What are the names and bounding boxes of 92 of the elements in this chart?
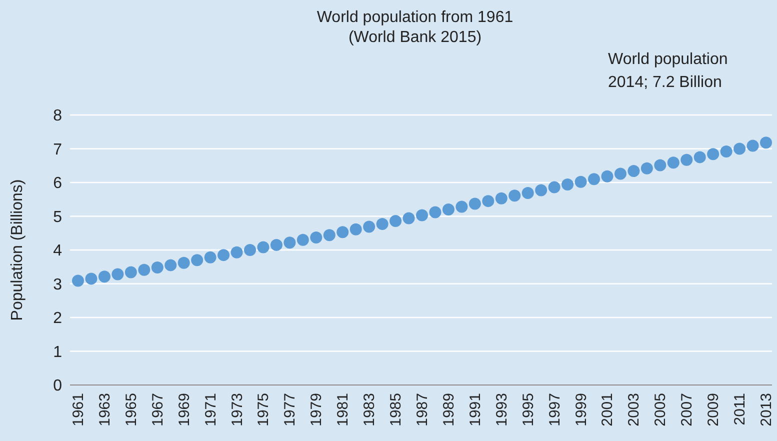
point [336,226,349,238]
y-tick-label: 1 [53,344,62,361]
point [588,173,600,186]
x-tick-label: 1997 [546,393,564,426]
point [442,204,454,216]
point [522,186,534,199]
x-tick-label: 1981 [334,393,352,426]
x-tick-label: 2001 [599,393,616,426]
point [416,209,428,222]
y-axis-title: Population (Billions) [9,179,26,321]
point [244,244,256,256]
point [72,274,84,287]
point [112,268,124,280]
point [760,136,772,149]
point [402,212,415,224]
point [230,246,243,258]
x-tick-label: 1965 [122,393,140,426]
x-tick-label: 1991 [466,393,484,426]
x-tick-label: 1989 [440,393,458,426]
point [601,170,614,182]
text: World population 2014; 7.2 Billion [608,51,728,91]
point [574,176,587,188]
point [495,192,508,204]
point [218,249,230,262]
point [376,218,388,230]
point [746,140,759,152]
y-tick-label: 0 [53,378,62,395]
point [680,154,693,166]
x-tick-label: 2005 [652,393,670,426]
point [178,256,190,269]
x-tick-label: 1975 [255,393,272,426]
y-tick-label: 5 [53,208,62,226]
point [151,262,164,274]
point [468,198,481,210]
x-tick-label: 1977 [282,393,299,426]
point [310,232,322,244]
x-tick-label: 1995 [520,393,537,426]
point [535,184,548,196]
point [191,254,204,266]
point [508,190,521,202]
x-tick-label: 1987 [414,393,431,426]
y-tick-label: 4 [53,242,62,260]
point [562,178,574,191]
point [257,241,270,254]
y-tick-label: 6 [53,175,62,192]
x-tick-label: 2003 [626,393,643,426]
x-tick-label: 1969 [176,393,193,426]
x-tick-label: 1993 [493,393,510,426]
point [548,181,560,194]
y-tick-label: 3 [53,276,62,294]
point [614,168,626,180]
x-tick-label: 1999 [572,393,590,426]
x-tick-label: 1961 [70,393,87,426]
y-tick-label: 8 [53,108,62,125]
y-tick-label: 7 [53,141,62,158]
point [138,264,150,276]
point [323,229,336,242]
point [707,148,720,160]
chart-title: World population from 1961 (World Bank 2015) [316,9,514,46]
point [640,162,653,174]
x-tick-label: 1973 [228,393,246,426]
point [164,259,177,272]
point [390,214,402,227]
point [429,206,442,218]
point [204,251,216,264]
point [667,156,680,169]
point [482,195,494,208]
point [628,165,640,178]
x-tick-label: 2011 [732,393,749,426]
x-tick-label: 1983 [361,393,378,426]
point [284,236,296,249]
point [456,200,468,213]
x-tick-label: 1985 [388,393,405,426]
point [734,142,746,155]
x-tick-label: 1963 [96,393,114,426]
point [350,223,362,236]
point [654,159,666,172]
point [363,220,376,233]
point [85,272,98,285]
x-tick-label: 2007 [678,393,696,426]
x-tick-label: 2013 [758,393,775,426]
y-tick-label: 2 [53,310,62,328]
x-tick-label: 1971 [202,393,220,426]
x-tick-label: 2009 [705,393,722,426]
point [720,145,732,158]
point [124,266,137,278]
point [296,234,309,246]
x-tick-label: 1979 [308,393,326,426]
point [98,270,110,283]
point [694,151,706,164]
x-tick-label: 1967 [149,393,166,426]
point [270,238,282,251]
